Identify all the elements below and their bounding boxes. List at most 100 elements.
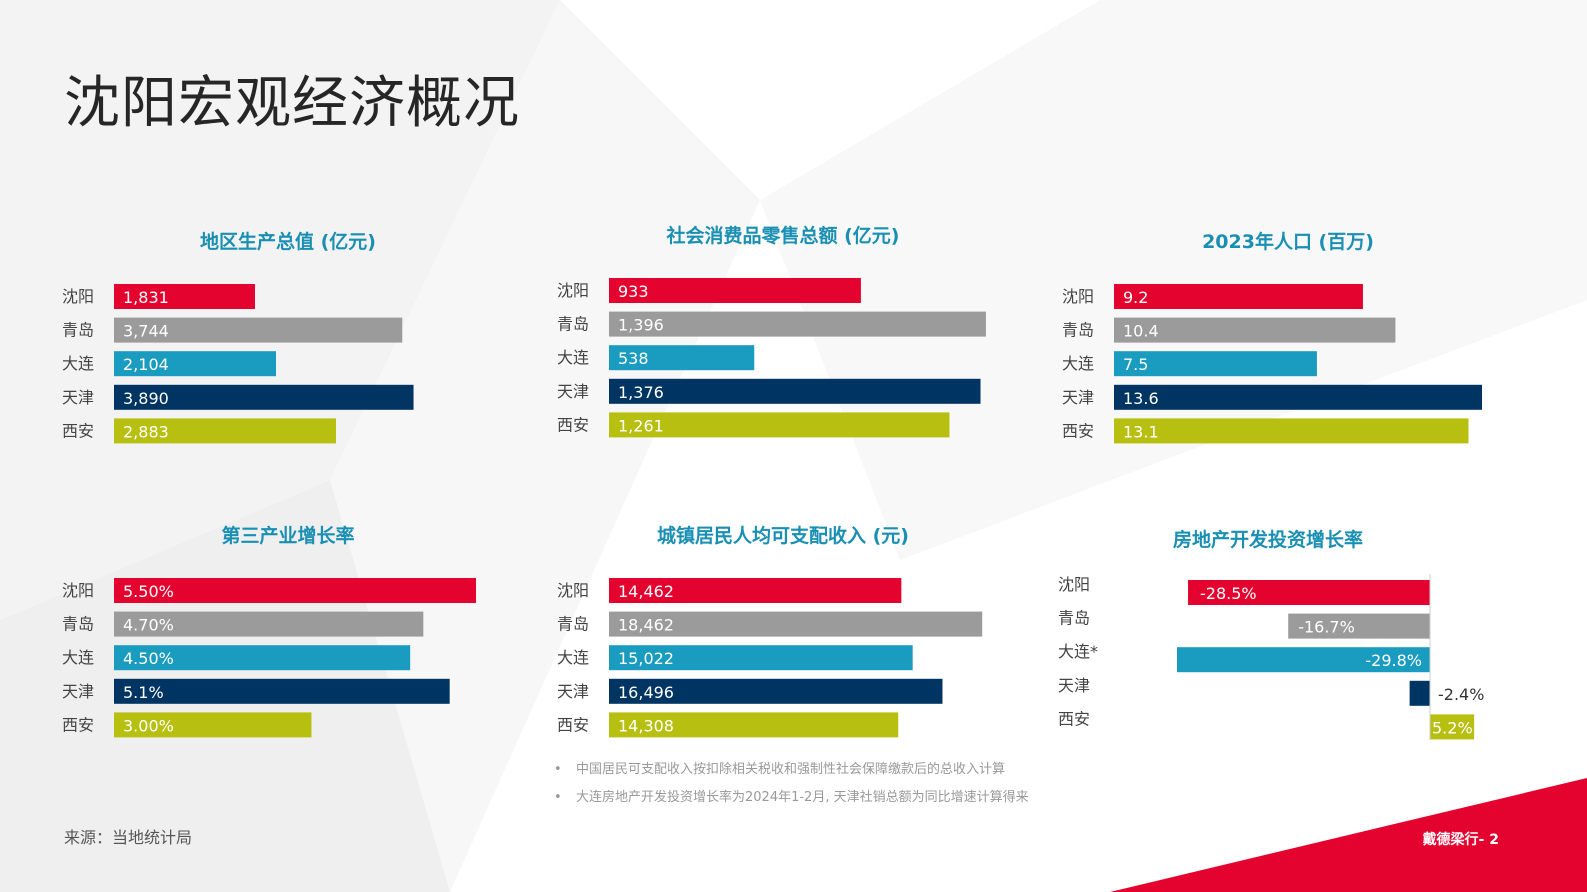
data-label: 13.1: [1123, 422, 1159, 441]
bar: [609, 645, 913, 671]
bar: [114, 284, 255, 309]
bar: [609, 412, 950, 438]
data-label: 3.00%: [123, 716, 174, 735]
category-label: 大连: [1062, 354, 1094, 373]
category-label: 大连: [62, 354, 94, 373]
data-label: 14,308: [618, 716, 674, 735]
bg-shape: [0, 0, 560, 620]
category-label: 青岛: [557, 315, 589, 334]
data-label: 1,396: [618, 316, 664, 335]
data-label: 933: [618, 282, 649, 301]
bar: [609, 345, 755, 371]
bar: [114, 678, 450, 704]
data-label: 4.70%: [123, 616, 174, 635]
bar: [1114, 317, 1396, 343]
footnote-text: 中国居民可支配收入按扣除相关税收和强制性社会保障缴款后的总收入计算: [576, 762, 1006, 777]
data-label: 5.50%: [123, 582, 174, 601]
category-label: 青岛: [62, 615, 94, 634]
bullet: •: [554, 790, 562, 805]
footnote: • 中国居民可支配收入按扣除相关税收和强制性社会保障缴款后的总收入计算: [554, 758, 1029, 777]
bar: [609, 311, 986, 337]
category-label: 天津: [62, 682, 94, 701]
chart-title: 城镇居民人均可支配收入 (元): [657, 524, 909, 547]
category-label: 沈阳: [62, 287, 94, 306]
bar: [609, 378, 981, 404]
category-label: 青岛: [62, 321, 94, 340]
chart-disposable-income: 城镇居民人均可支配收入 (元) 沈阳 14,462 青岛 18,462 大连 15,022 天…: [557, 524, 983, 738]
data-label: 7.5: [1123, 355, 1148, 374]
data-label: 1,261: [618, 416, 664, 435]
chart-title: 2023年人口 (百万): [1202, 230, 1374, 253]
bar: [609, 712, 899, 738]
data-label: 3,744: [123, 322, 169, 341]
data-label: 1,376: [618, 383, 664, 402]
data-label: 14,462: [618, 582, 674, 601]
bar: [114, 712, 312, 738]
category-label: 西安: [1062, 421, 1094, 440]
category-label: 大连*: [1058, 642, 1098, 661]
bar: [114, 384, 414, 410]
category-label: 沈阳: [62, 581, 94, 600]
bar: [1188, 580, 1430, 605]
bar: [114, 351, 277, 377]
page-title: 沈阳宏观经济概况: [64, 71, 520, 136]
bar: [1288, 613, 1430, 639]
bar: [1409, 680, 1430, 706]
bar: [114, 645, 411, 671]
data-label: 5.2%: [1432, 718, 1473, 737]
bar: [609, 678, 943, 704]
data-label: 13.6: [1123, 389, 1159, 408]
chart-title: 地区生产总值 (亿元): [200, 230, 376, 253]
data-label: -29.8%: [1365, 651, 1422, 670]
bar: [114, 611, 424, 637]
category-label: 天津: [557, 382, 589, 401]
chart-gdp: 地区生产总值 (亿元) 沈阳 1,831 青岛 3,744 大连 2,104 天津 3,890 西…: [62, 230, 414, 444]
category-label: 西安: [557, 715, 589, 734]
category-label: 青岛: [557, 615, 589, 634]
source-note: 来源：当地统计局: [64, 828, 193, 847]
data-label: 538: [618, 349, 649, 368]
category-label: 天津: [62, 388, 94, 407]
bar: [114, 418, 336, 444]
bar: [1430, 714, 1475, 740]
data-label: 9.2: [1123, 288, 1148, 307]
data-label: 2,883: [123, 422, 169, 441]
footnote-text: 大连房地产开发投资增长率为2024年1-2月, 天津社销总额为同比增速计算得来: [576, 790, 1029, 805]
data-label: -16.7%: [1298, 618, 1355, 637]
bar: [114, 317, 403, 343]
bg-shape: [760, 0, 1587, 560]
category-label: 西安: [1058, 709, 1090, 728]
category-label: 大连: [557, 348, 589, 367]
chart-title: 第三产业增长率: [221, 524, 354, 547]
footnote: • 大连房地产开发投资增长率为2024年1-2月, 天津社销总额为同比增速计算得来: [554, 786, 1029, 805]
data-label: -28.5%: [1200, 584, 1257, 603]
category-label: 沈阳: [1062, 287, 1094, 306]
data-label: 3,890: [123, 389, 169, 408]
chart-retail-sales: 社会消费品零售总额 (亿元) 沈阳 933 青岛 1,396 大连 538 天津 1,376 西安…: [557, 224, 986, 438]
bar: [1114, 384, 1482, 410]
bar: [609, 578, 902, 603]
data-label: 4.50%: [123, 649, 174, 668]
data-label: 15,022: [618, 649, 674, 668]
bar: [609, 278, 861, 303]
bar: [1114, 284, 1363, 309]
category-label: 青岛: [1058, 609, 1090, 628]
chart-population: 2023年人口 (百万) 沈阳 9.2 青岛 10.4 大连 7.5 天津 13.6 西安 13.1: [1062, 230, 1482, 444]
data-label: 2,104: [123, 355, 169, 374]
data-label: -2.4%: [1438, 685, 1484, 704]
category-label: 西安: [557, 415, 589, 434]
data-label: 10.4: [1123, 322, 1159, 341]
data-label: 16,496: [618, 683, 674, 702]
bar: [1177, 647, 1430, 673]
category-label: 天津: [557, 682, 589, 701]
chart-title: 房地产开发投资增长率: [1173, 528, 1363, 551]
category-label: 天津: [1058, 676, 1090, 695]
category-label: 沈阳: [557, 281, 589, 300]
category-label: 西安: [62, 715, 94, 734]
bar: [114, 578, 476, 603]
data-label: 1,831: [123, 288, 169, 307]
chart-title: 社会消费品零售总额 (亿元): [666, 224, 900, 247]
bullet: •: [554, 762, 562, 777]
data-label: 18,462: [618, 616, 674, 635]
